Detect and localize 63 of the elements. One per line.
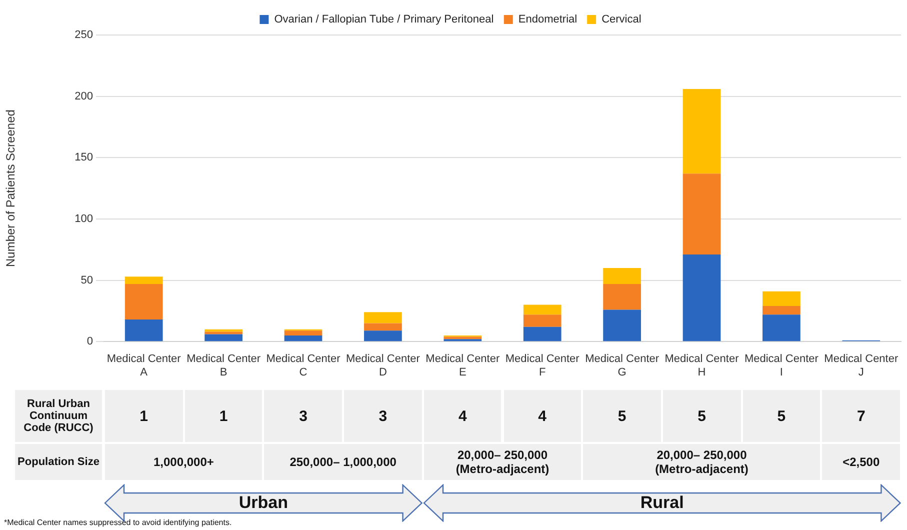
bar xyxy=(682,88,721,174)
legend-label: Endometrial xyxy=(518,14,578,26)
bar xyxy=(523,304,562,315)
bar xyxy=(762,306,800,315)
bar xyxy=(762,314,800,342)
y-tick-label: 200 xyxy=(74,90,93,102)
bar xyxy=(204,334,242,342)
bar xyxy=(124,284,163,320)
bar xyxy=(284,330,322,336)
text: 5 xyxy=(583,390,661,442)
text: 4 xyxy=(504,390,582,442)
bar xyxy=(284,335,322,342)
bar xyxy=(124,320,163,342)
x-tick-label: Medical Center E xyxy=(426,353,500,378)
text: 5 xyxy=(662,390,741,442)
text: 3 xyxy=(264,390,342,442)
bar xyxy=(364,330,402,342)
bar xyxy=(124,276,163,284)
bar xyxy=(682,174,721,255)
text: 5 xyxy=(742,390,820,442)
x-tick-label: Medical Center J xyxy=(824,353,898,378)
y-tick-label: 0 xyxy=(86,336,93,348)
x-tick-label: Medical Center I xyxy=(744,353,819,378)
bar xyxy=(523,326,562,342)
bar xyxy=(364,312,402,324)
text: <2,500 xyxy=(822,444,900,480)
y-tick-label: 50 xyxy=(80,274,93,286)
x-tick-label: Medical Center H xyxy=(664,353,740,378)
bar xyxy=(682,254,721,342)
x-tick-label: Medical Center G xyxy=(585,353,660,378)
text: 4 xyxy=(424,390,502,442)
y-tick-label: 250 xyxy=(74,29,93,42)
x-tick-label: Medical Center C xyxy=(266,353,341,378)
text: 20,000– 250,000 (Metro-adjacent) xyxy=(424,444,582,480)
text: 20,000– 250,000 (Metro-adjacent) xyxy=(583,444,820,480)
y-tick-label: 150 xyxy=(74,152,93,164)
text: Rural Urban Continuum Code (RUCC) xyxy=(15,390,102,442)
x-tick-label: Medical Center D xyxy=(346,353,420,378)
y-axis-title: Number of Patients Screened xyxy=(4,110,18,268)
text: 1 xyxy=(105,390,183,442)
text: 1,000,000+ xyxy=(105,444,262,480)
y-tick-label: 100 xyxy=(74,212,93,225)
bar xyxy=(204,329,242,332)
text: Population Size xyxy=(15,444,102,480)
bar xyxy=(603,268,641,284)
text: 250,000– 1,000,000 xyxy=(264,444,422,480)
text: 7 xyxy=(822,390,900,442)
x-tick-label: Medical Center A xyxy=(106,353,182,378)
text: *Medical Center names suppressed to avoid identifying patients. xyxy=(4,518,232,527)
text: 1 xyxy=(184,390,262,442)
legend-label: Cervical xyxy=(602,14,642,26)
bar xyxy=(364,323,402,331)
x-tick-label: Medical Center F xyxy=(505,353,580,378)
bar xyxy=(603,310,641,342)
bar xyxy=(603,284,641,310)
bar xyxy=(762,291,800,306)
legend-label: Ovarian / Fallopian Tube / Primary Peritoneal xyxy=(274,14,494,26)
text: 3 xyxy=(344,390,422,442)
text: Urban xyxy=(238,493,288,513)
bar xyxy=(444,336,482,340)
x-tick-label: Medical Center B xyxy=(186,353,261,378)
bar xyxy=(523,314,562,327)
text: Rural xyxy=(640,493,684,513)
